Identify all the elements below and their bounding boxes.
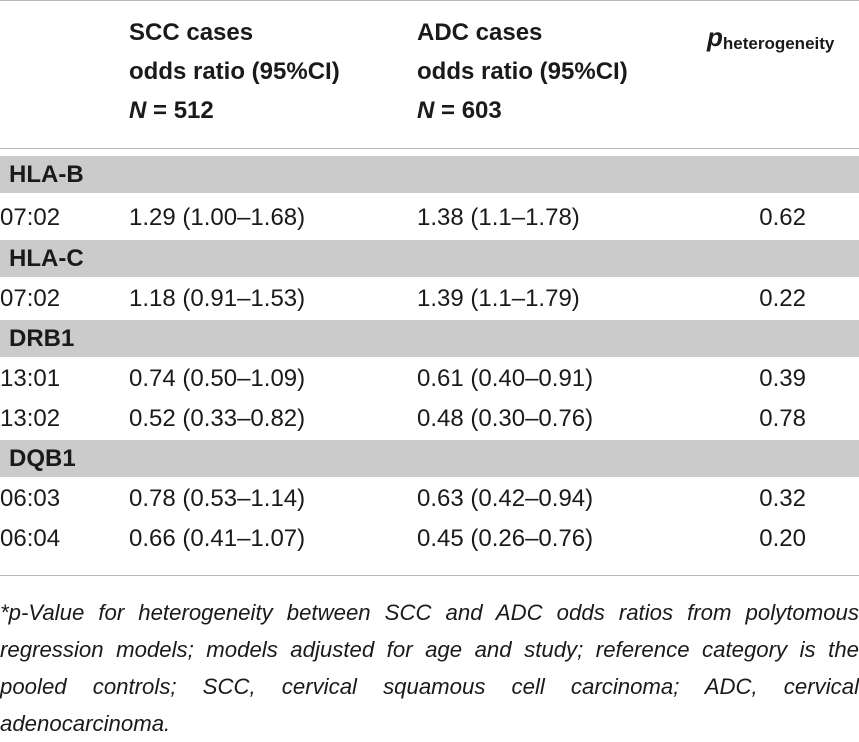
group-row-drb1: DRB1: [0, 320, 859, 357]
group-label: HLA-B: [9, 161, 84, 188]
group-label: HLA-C: [9, 245, 84, 272]
header-adc-column: ADC cases odds ratio (95%CI) N = 603: [417, 13, 628, 130]
allele-cell: 07:02: [0, 285, 61, 312]
allele-cell: 07:02: [0, 204, 61, 231]
table-row: 07:02 1.29 (1.00–1.68) 1.38 (1.1–1.78) 0…: [0, 198, 859, 238]
table-top-rule: [0, 0, 859, 1]
header-adc-n: N = 603: [417, 91, 628, 130]
header-adc-subtitle: odds ratio (95%CI): [417, 58, 628, 85]
group-row-hla-b: HLA-B: [0, 156, 859, 193]
p-value-cell: 0.78: [759, 405, 806, 432]
header-adc-n-label: N: [417, 97, 435, 124]
table-row: 06:03 0.78 (0.53–1.14) 0.63 (0.42–0.94) …: [0, 479, 859, 519]
adc-or-cell: 1.39 (1.1–1.79): [417, 285, 580, 312]
table-bottom-rule: [0, 575, 859, 576]
header-rule: [0, 148, 859, 149]
p-value-cell: 0.62: [759, 204, 806, 231]
header-scc-title: SCC cases: [129, 19, 254, 46]
scc-or-cell: 0.52 (0.33–0.82): [129, 405, 306, 432]
adc-or-cell: 1.38 (1.1–1.78): [417, 204, 580, 231]
scc-or-cell: 0.74 (0.50–1.09): [129, 365, 306, 392]
header-adc-title: ADC cases: [417, 19, 543, 46]
header-p-symbol: p: [707, 22, 723, 52]
allele-cell: 13:01: [0, 365, 61, 392]
group-row-dqb1: DQB1: [0, 440, 859, 477]
header-p-heterogeneity: pheterogeneity: [707, 22, 834, 54]
allele-cell: 13:02: [0, 405, 61, 432]
header-scc-column: SCC cases odds ratio (95%CI) N = 512: [129, 13, 340, 130]
group-label: DQB1: [9, 445, 76, 472]
scc-or-cell: 1.18 (0.91–1.53): [129, 285, 306, 312]
header-scc-n-label: N: [129, 97, 147, 124]
table-footnote: *p-Value for heterogeneity between SCC a…: [0, 600, 859, 736]
adc-or-cell: 0.63 (0.42–0.94): [417, 485, 594, 512]
table-row: 07:02 1.18 (0.91–1.53) 1.39 (1.1–1.79) 0…: [0, 279, 859, 319]
header-adc-n-value: = 603: [441, 97, 502, 124]
header-scc-n-value: = 512: [153, 97, 214, 124]
group-row-hla-c: HLA-C: [0, 240, 859, 277]
table-row: 13:02 0.52 (0.33–0.82) 0.48 (0.30–0.76) …: [0, 399, 859, 439]
header-scc-subtitle: odds ratio (95%CI): [129, 58, 340, 85]
allele-cell: 06:04: [0, 525, 61, 552]
table-row: 06:04 0.66 (0.41–1.07) 0.45 (0.26–0.76) …: [0, 519, 859, 559]
header-p-subscript: heterogeneity: [722, 34, 835, 53]
scc-or-cell: 0.78 (0.53–1.14): [129, 485, 306, 512]
adc-or-cell: 0.45 (0.26–0.76): [417, 525, 594, 552]
scc-or-cell: 1.29 (1.00–1.68): [129, 204, 306, 231]
p-value-cell: 0.32: [759, 485, 806, 512]
scc-or-cell: 0.66 (0.41–1.07): [129, 525, 306, 552]
table-header: SCC cases odds ratio (95%CI) N = 512 ADC…: [0, 0, 859, 148]
group-label: DRB1: [9, 325, 75, 352]
allele-cell: 06:03: [0, 485, 61, 512]
adc-or-cell: 0.48 (0.30–0.76): [417, 405, 594, 432]
table-row: 13:01 0.74 (0.50–1.09) 0.61 (0.40–0.91) …: [0, 359, 859, 399]
header-scc-n: N = 512: [129, 91, 340, 130]
adc-or-cell: 0.61 (0.40–0.91): [417, 365, 594, 392]
p-value-cell: 0.22: [759, 285, 806, 312]
p-value-cell: 0.39: [759, 365, 806, 392]
p-value-cell: 0.20: [759, 525, 806, 552]
